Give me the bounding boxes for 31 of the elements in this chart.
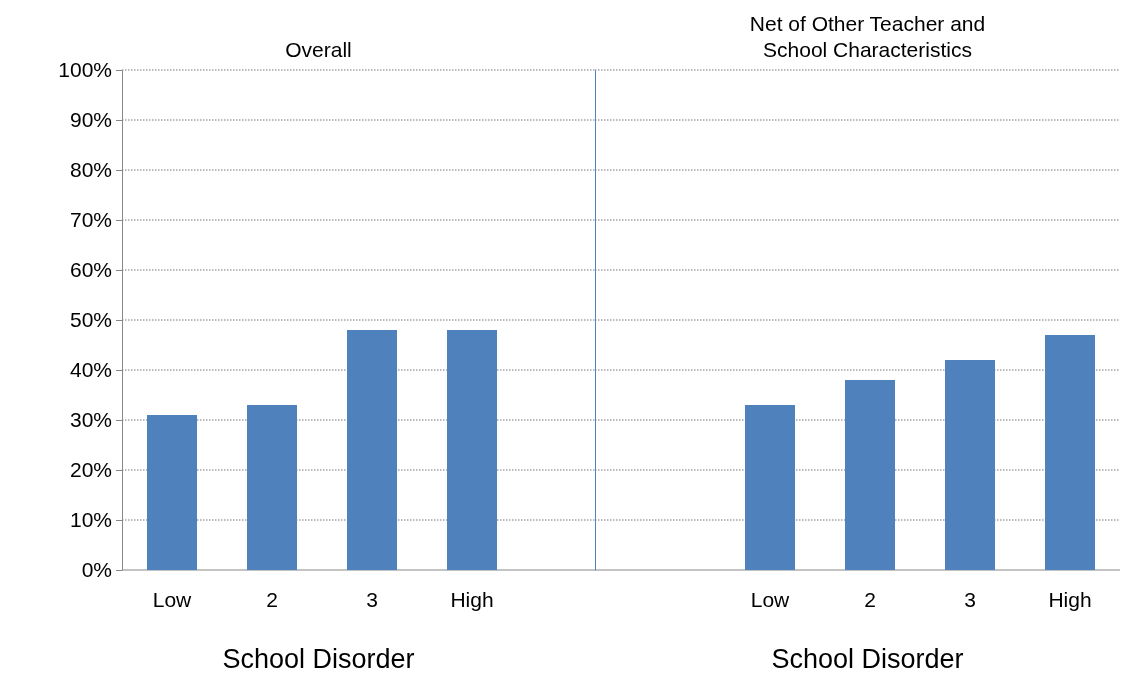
y-tick-label: 0% [81, 558, 112, 582]
chart-title: Net of Other Teacher and School Characteristics [749, 12, 986, 61]
x-tick-label: Low [152, 587, 193, 611]
x-tick-label: Low [750, 587, 791, 611]
bar [447, 330, 497, 570]
y-tick-label: 50% [69, 308, 112, 332]
y-tick-label: 40% [69, 358, 112, 382]
y-tick-label: 100% [58, 58, 112, 82]
bar [945, 360, 995, 570]
bar [845, 380, 895, 570]
x-tick-label: High [450, 587, 494, 611]
x-tick-label: 3 [964, 587, 976, 611]
bar [147, 415, 197, 570]
x-tick-label: 2 [266, 587, 278, 611]
bar [247, 405, 297, 570]
y-tick-label: 60% [69, 258, 112, 282]
y-tick-label: 80% [69, 158, 112, 182]
y-tick-label: 30% [69, 408, 112, 432]
chart-title: Overall [285, 38, 352, 61]
x-tick-label: 3 [366, 587, 378, 611]
y-tick-label: 10% [69, 508, 112, 532]
y-tick-label: 90% [69, 108, 112, 132]
y-tick-label: 70% [69, 208, 112, 232]
x-tick-label: 2 [864, 587, 876, 611]
bar [1045, 335, 1095, 570]
x-axis-title: School Disorder [771, 644, 964, 674]
x-tick-label: High [1048, 587, 1092, 611]
bar [347, 330, 397, 570]
y-tick-label: 20% [69, 458, 112, 482]
bar [745, 405, 795, 570]
x-axis-title: School Disorder [222, 644, 415, 674]
